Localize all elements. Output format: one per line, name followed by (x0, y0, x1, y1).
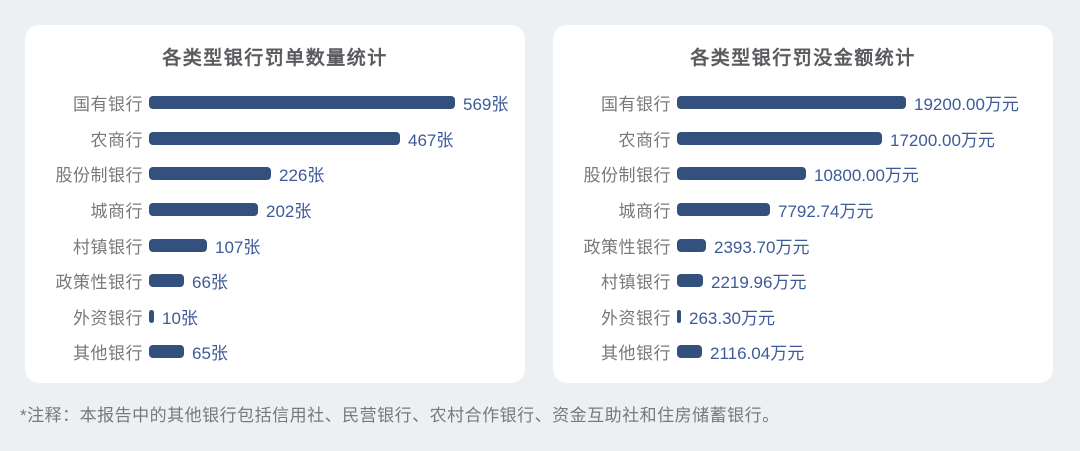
value-label: 2219.96万元 (711, 273, 807, 293)
bar-row: 其他银行 2116.04万元 (553, 334, 1053, 370)
category-label: 外资银行 (73, 308, 143, 328)
value-label: 2116.04万元 (710, 344, 805, 364)
bar (677, 274, 703, 288)
bar-row: 其他银行 65张 (25, 334, 525, 370)
penalty-count-chart-card: 各类型银行罚单数量统计 国有银行 569张农商行 467张股份制银行 226张城商行 2… (25, 25, 525, 383)
value-label: 467张 (408, 130, 454, 150)
bar (677, 309, 681, 323)
value-label: 202张 (266, 202, 312, 222)
footnote: *注释：本报告中的其他银行包括信用社、民营银行、农村合作银行、资金互助社和住房储… (20, 406, 780, 425)
category-label: 村镇银行 (601, 273, 671, 293)
bar (149, 96, 455, 110)
category-label: 农商行 (90, 130, 143, 150)
penalty-amount-chart-title: 各类型银行罚没金额统计 (690, 48, 916, 69)
category-label: 其他银行 (73, 344, 143, 364)
category-label: 国有银行 (601, 95, 671, 115)
value-label: 107张 (215, 237, 261, 257)
value-label: 7792.74万元 (778, 202, 874, 222)
value-label: 2393.70万元 (714, 237, 810, 257)
bar-row: 政策性银行 2393.70万元 (553, 227, 1053, 263)
category-label: 外资银行 (601, 308, 671, 328)
bar (149, 203, 258, 217)
category-label: 股份制银行 (583, 166, 671, 186)
bar (677, 345, 702, 359)
bar (677, 131, 882, 145)
value-label: 66张 (192, 273, 228, 293)
bar-row: 城商行 202张 (25, 192, 525, 228)
bar (149, 274, 184, 288)
category-label: 股份制银行 (55, 166, 143, 186)
bar (149, 345, 184, 359)
category-label: 村镇银行 (73, 237, 143, 257)
category-label: 城商行 (618, 202, 671, 222)
bar (677, 167, 806, 181)
value-label: 17200.00万元 (890, 130, 995, 150)
penalty-count-bars: 国有银行 569张农商行 467张股份制银行 226张城商行 202张村镇银行 107张政… (25, 85, 525, 370)
penalty-amount-bars: 国有银行 19200.00万元农商行 17200.00万元股份制银行 10800.00… (553, 85, 1053, 370)
value-label: 10800.00万元 (814, 166, 919, 186)
bar (677, 238, 706, 252)
bar-row: 村镇银行 2219.96万元 (553, 263, 1053, 299)
value-label: 10张 (162, 308, 198, 328)
bar (149, 309, 154, 323)
bar (149, 131, 400, 145)
bar-row: 外资银行 10张 (25, 299, 525, 335)
category-label: 政策性银行 (55, 273, 143, 293)
category-label: 政策性银行 (583, 237, 671, 257)
bar-row: 国有银行 19200.00万元 (553, 85, 1053, 121)
category-label: 国有银行 (73, 95, 143, 115)
value-label: 569张 (463, 95, 509, 115)
bar-row: 国有银行 569张 (25, 85, 525, 121)
bar-row: 村镇银行 107张 (25, 227, 525, 263)
category-label: 其他银行 (601, 344, 671, 364)
bar-row: 农商行 17200.00万元 (553, 121, 1053, 157)
value-label: 226张 (279, 166, 325, 186)
bar-row: 股份制银行 10800.00万元 (553, 156, 1053, 192)
bar-row: 外资银行 263.30万元 (553, 299, 1053, 335)
category-label: 农商行 (618, 130, 671, 150)
bar-row: 农商行 467张 (25, 121, 525, 157)
bar (149, 167, 271, 181)
value-label: 19200.00万元 (914, 95, 1019, 115)
value-label: 263.30万元 (689, 308, 775, 328)
bar (677, 203, 770, 217)
bar (149, 238, 207, 252)
bar-row: 政策性银行 66张 (25, 263, 525, 299)
bar-row: 城商行 7792.74万元 (553, 192, 1053, 228)
penalty-count-chart-title: 各类型银行罚单数量统计 (162, 48, 388, 69)
category-label: 城商行 (90, 202, 143, 222)
value-label: 65张 (192, 344, 228, 364)
penalty-amount-chart-card: 各类型银行罚没金额统计 国有银行 19200.00万元农商行 17200.00万元股… (553, 25, 1053, 383)
bar-row: 股份制银行 226张 (25, 156, 525, 192)
bar (677, 96, 906, 110)
